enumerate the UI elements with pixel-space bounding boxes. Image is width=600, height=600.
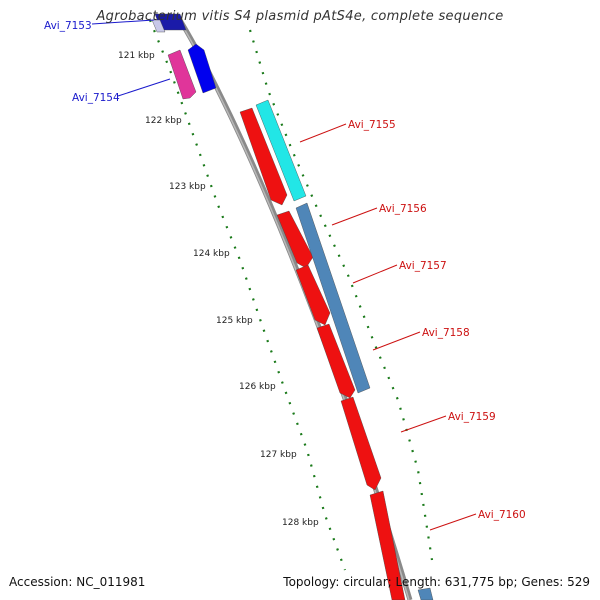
gene-labels: Avi_7153 Avi_7154 Avi_7155 Avi_7156 Avi_7157…	[44, 19, 526, 531]
tick-labels: 121 kbp 122 kbp 123 kbp 124 kbp 125 kbp 126 k…	[118, 51, 319, 528]
gene-avi-7158-arrow	[316, 323, 356, 399]
leader-line	[352, 264, 398, 284]
tick-label: 126 kbp	[239, 382, 276, 392]
tick-label: 128 kbp	[282, 518, 319, 528]
gene-label-avi-7158: Avi_7158	[422, 327, 470, 339]
leader-line	[91, 19, 155, 25]
tick-label: 125 kbp	[216, 316, 253, 326]
gene-avi-7153-tail	[151, 19, 166, 33]
gene-label-avi-7159: Avi_7159	[448, 411, 496, 423]
gene-avi-7156-arrow	[276, 210, 314, 269]
gene-label-avi-7155: Avi_7155	[348, 119, 396, 131]
tick-label: 127 kbp	[260, 450, 297, 460]
gene-avi-7154-arrow	[167, 49, 197, 100]
forward-gene-arrow	[187, 43, 217, 94]
gene-label-avi-7154: Avi_7154	[72, 92, 120, 104]
tick-label: 124 kbp	[193, 249, 230, 259]
genome-summary-text: Topology: circular; Length: 631,775 bp; …	[283, 575, 590, 589]
leader-line	[400, 415, 447, 433]
gene-label-avi-7160: Avi_7160	[478, 509, 526, 521]
gene-avi-7155-arrow	[239, 107, 288, 206]
tick-label: 123 kbp	[169, 182, 206, 192]
gene-features	[151, 13, 434, 600]
leader-line	[117, 78, 171, 97]
cds-cyan-bar	[255, 99, 307, 202]
cds-steelblue-bottom	[417, 587, 434, 600]
gene-label-avi-7156: Avi_7156	[379, 203, 427, 215]
leader-line	[372, 331, 421, 351]
gene-avi-7159-arrow	[340, 396, 382, 491]
gene-label-avi-7153: Avi_7153	[44, 20, 92, 32]
map-title: Agrobacterium vitis S4 plasmid pAtS4e, c…	[96, 9, 504, 24]
gene-label-avi-7157: Avi_7157	[399, 260, 447, 272]
leader-line	[331, 207, 378, 226]
tick-label: 122 kbp	[145, 116, 182, 126]
guide-dots	[148, 19, 434, 571]
cds-steelblue-bar	[295, 202, 371, 394]
leader-line	[429, 513, 477, 531]
accession-text: Accession: NC_011981	[9, 575, 146, 589]
outer-guide-dots	[248, 29, 434, 561]
leader-line	[299, 123, 347, 143]
gene-avi-7160-arrow	[369, 490, 406, 600]
gene-avi-7157-arrow	[295, 264, 331, 326]
tick-label: 121 kbp	[118, 51, 155, 61]
